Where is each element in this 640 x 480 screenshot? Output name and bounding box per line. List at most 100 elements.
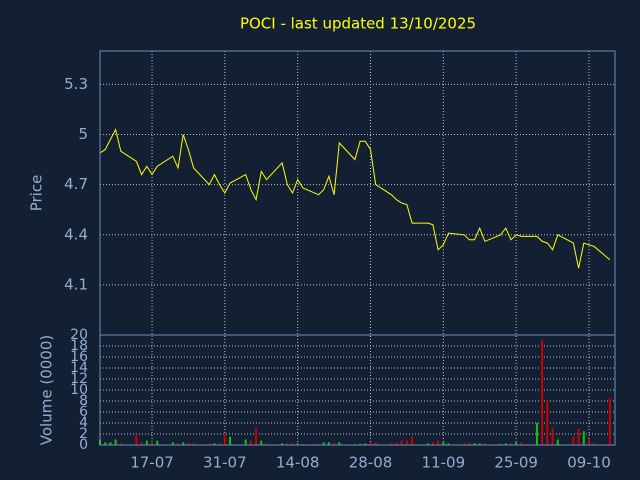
- volume-bar: [473, 443, 476, 445]
- volume-bar: [411, 436, 414, 445]
- volume-bar: [327, 442, 330, 445]
- volume-bar: [395, 442, 398, 445]
- volume-bar: [374, 442, 377, 445]
- volume-bar: [463, 443, 466, 445]
- volume-bar: [468, 442, 471, 445]
- y-tick-label: 5: [78, 125, 88, 143]
- volume-bar: [109, 442, 112, 445]
- volume-bar: [353, 443, 356, 445]
- y-tick-label: 4.7: [64, 175, 88, 193]
- y-tick-label: 4.1: [64, 275, 88, 293]
- volume-bar: [213, 443, 216, 445]
- volume-bar: [104, 442, 107, 445]
- volume-bar: [218, 443, 221, 445]
- volume-bar: [145, 440, 148, 445]
- volume-bar: [556, 439, 559, 445]
- volume-bar: [260, 440, 263, 445]
- volume-bar: [426, 443, 429, 445]
- volume-bar: [551, 428, 554, 445]
- volume-bar: [177, 443, 180, 445]
- volume-bar: [265, 443, 268, 445]
- volume-bar: [192, 443, 195, 445]
- volume-bar: [546, 401, 549, 445]
- y-tick-label: 4: [79, 415, 88, 431]
- volume-bar: [587, 439, 590, 445]
- y-axis-label: Price: [28, 175, 46, 212]
- x-tick-label: 17-07: [130, 454, 174, 472]
- x-tick-label: 14-08: [276, 454, 320, 472]
- x-tick-label: 11-09: [422, 454, 466, 472]
- volume-bar: [483, 443, 486, 445]
- x-tick-label: 09-10: [567, 454, 611, 472]
- volume-bar: [442, 442, 445, 445]
- price-line: [99, 128, 611, 269]
- volume-bar: [499, 443, 502, 445]
- volume-bar: [187, 442, 190, 445]
- volume-bar: [171, 442, 174, 445]
- volume-bar: [515, 442, 518, 445]
- volume-bar: [405, 440, 408, 445]
- plot-frame: [99, 334, 616, 446]
- y-tick-label: 18: [70, 338, 88, 354]
- volume-bar: [208, 443, 211, 445]
- volume-bar: [437, 440, 440, 445]
- volume-bar: [390, 443, 393, 445]
- volume-bar: [135, 434, 138, 445]
- y-tick-label: 2: [79, 426, 88, 442]
- volume-bar: [364, 443, 367, 445]
- volume-bar: [119, 443, 122, 445]
- x-tick-label: 31-07: [203, 454, 247, 472]
- volume-bar: [114, 439, 117, 445]
- volume-bar: [249, 440, 252, 445]
- volume-bar: [504, 443, 507, 445]
- volume-bar: [291, 443, 294, 445]
- volume-bar: [447, 443, 450, 445]
- y-tick-label: 8: [79, 393, 88, 409]
- y-tick-label: 10: [70, 382, 88, 398]
- volume-bar: [333, 443, 336, 445]
- y-tick-label: 20: [70, 327, 88, 343]
- y-tick-label: 16: [70, 349, 88, 365]
- y-tick-label: 0: [79, 437, 88, 453]
- volume-bar: [229, 436, 232, 445]
- y-tick-label: 12: [70, 371, 88, 387]
- y-tick-label: 6: [79, 404, 88, 420]
- x-tick-label: 28-08: [349, 454, 393, 472]
- volume-bar: [535, 423, 538, 445]
- x-tick-label: 25-09: [494, 454, 538, 472]
- volume-bar: [322, 442, 325, 445]
- volume-bar: [338, 442, 341, 445]
- volume-bar: [400, 440, 403, 445]
- volume-bar: [593, 443, 596, 445]
- volume-bar: [509, 443, 512, 445]
- volume-bar: [301, 443, 304, 445]
- volume-bar: [281, 443, 284, 445]
- volume-bar: [582, 431, 585, 445]
- volume-bar: [317, 443, 320, 445]
- volume-bar: [520, 442, 523, 445]
- volume-bar: [431, 442, 434, 445]
- volume-bar: [359, 443, 362, 445]
- volume-bar: [255, 428, 258, 445]
- y-tick-label: 5.3: [64, 75, 88, 93]
- volume-bar: [182, 442, 185, 445]
- y-tick-label: 14: [70, 360, 88, 376]
- volume-bar: [244, 439, 247, 445]
- volume-bar: [541, 340, 544, 445]
- volume-bar: [572, 436, 575, 445]
- volume-bar: [151, 442, 154, 445]
- volume-bar: [296, 443, 299, 445]
- y-axis-label: Volume (0000): [38, 335, 56, 445]
- volume-bar: [286, 443, 289, 445]
- volume-bar: [577, 428, 580, 445]
- volume-bar: [369, 442, 372, 445]
- volume-bar: [156, 440, 159, 445]
- volume-bar: [140, 442, 143, 445]
- y-tick-label: 4.4: [64, 225, 88, 243]
- chart-title: POCI - last updated 13/10/2025: [240, 15, 476, 33]
- volume-bar: [478, 443, 481, 445]
- volume-bar: [608, 398, 611, 445]
- volume-bar: [223, 434, 226, 445]
